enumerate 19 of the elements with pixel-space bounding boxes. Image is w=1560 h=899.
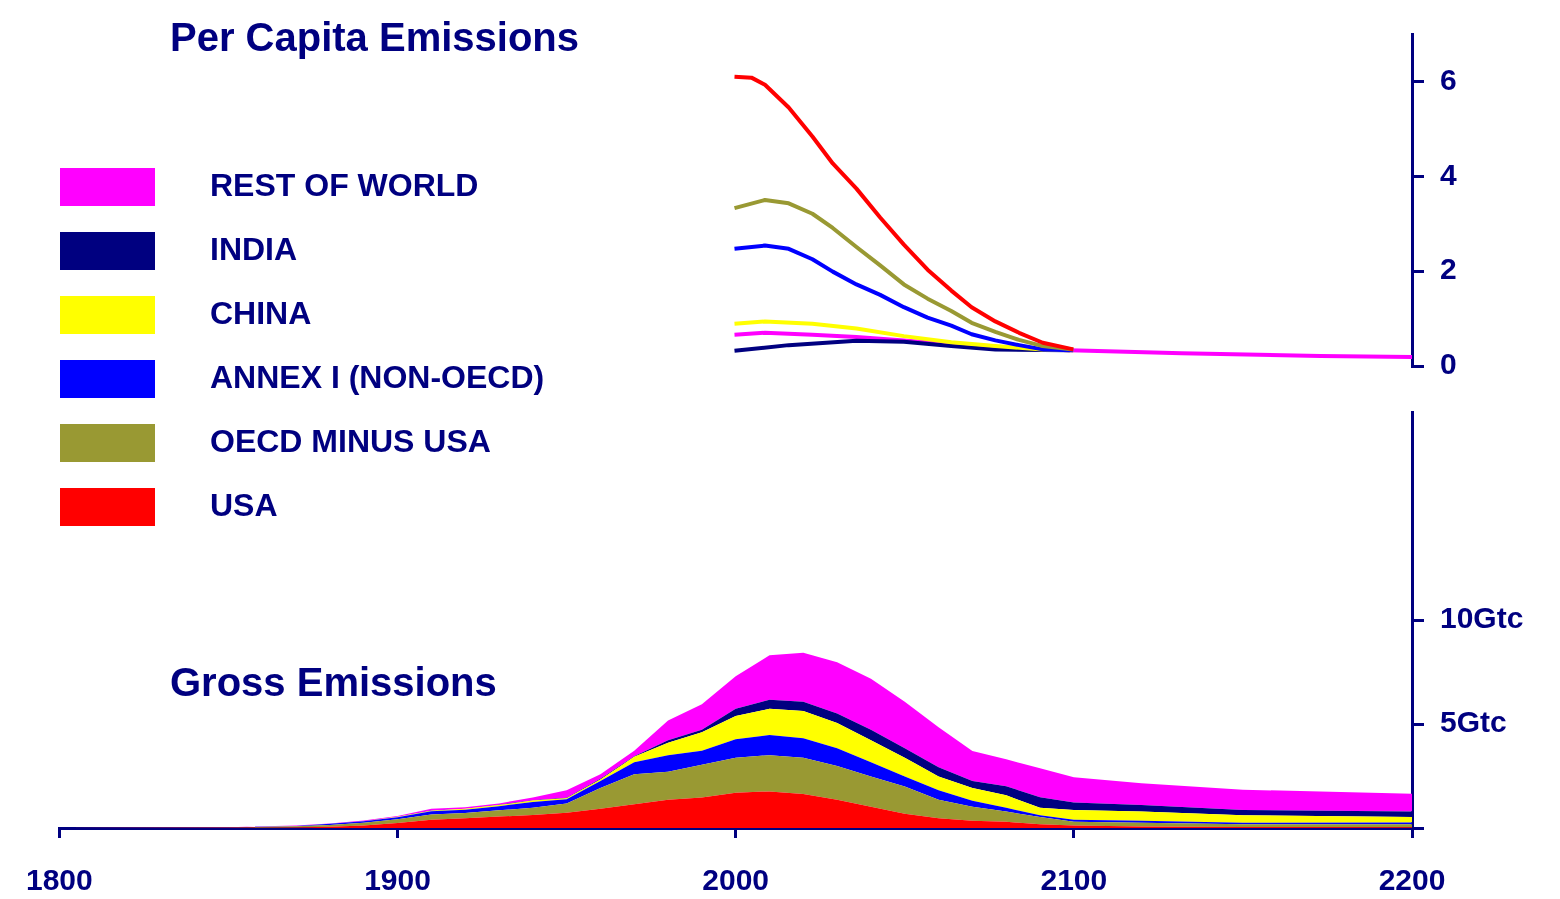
x-tick-label: 2100: [1040, 863, 1108, 897]
legend-label: USA: [210, 486, 278, 523]
text: Gross Emissions: [170, 660, 497, 705]
y-tick-label: 0: [1440, 347, 1457, 381]
y-tick-label: 5Gtc: [1440, 705, 1507, 739]
y-tick-label: 4: [1440, 157, 1457, 191]
y-tick-label: 10Gtc: [1440, 601, 1524, 635]
legend-label: ANNEX I (NON-OECD): [210, 358, 545, 395]
legend-label: CHINA: [210, 294, 312, 331]
legend-label: INDIA: [210, 230, 298, 267]
y-tick-label: 6: [1440, 62, 1457, 96]
legend-label: REST OF WORLD: [210, 166, 479, 203]
x-tick-label: 1900: [364, 863, 431, 897]
y-tick-label: 2: [1440, 252, 1457, 286]
chart-title: Per Capita Emissions: [170, 15, 580, 60]
legend-label: OECD MINUS USA: [210, 422, 491, 459]
x-tick-label: 1800: [25, 863, 93, 897]
x-tick-label: 2000: [702, 863, 770, 897]
x-tick-label: 2200: [1378, 863, 1446, 897]
